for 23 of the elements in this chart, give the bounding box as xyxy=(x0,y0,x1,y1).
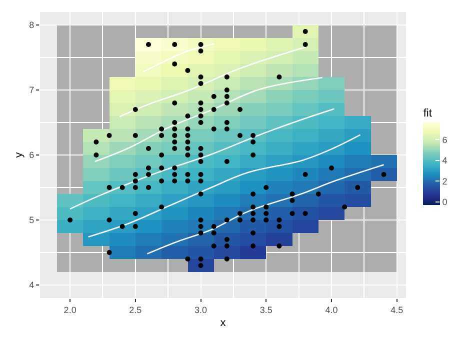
x-tick-label: 4.0 xyxy=(325,304,338,315)
line-series xyxy=(69,108,335,210)
line-series xyxy=(146,164,384,254)
color-bar-label: 2 xyxy=(442,176,448,186)
color-bar-label: 0 xyxy=(442,197,448,208)
y-tick-label: 7 xyxy=(29,85,34,96)
x-tick-label: 3.0 xyxy=(194,304,208,315)
x-tick-label: 4.5 xyxy=(390,304,404,315)
color-bar-title: fit xyxy=(423,107,432,120)
color-bar-label: 6 xyxy=(442,134,448,145)
line-series xyxy=(88,134,361,238)
y-axis-title: y xyxy=(12,152,25,158)
x-tick-label: 2.5 xyxy=(129,304,142,315)
line-series xyxy=(142,43,214,72)
x-tick-label: 3.5 xyxy=(260,304,272,315)
y-tick-label: 6 xyxy=(29,150,34,160)
y-tick-label: 8 xyxy=(29,20,34,30)
y-tick-label: 5 xyxy=(29,215,34,226)
line-series xyxy=(94,77,323,162)
x-axis-title: x xyxy=(220,317,226,329)
x-tick-label: 2.0 xyxy=(64,304,76,315)
y-tick-label: 4 xyxy=(29,280,34,290)
color-bar-label: 4 xyxy=(442,156,448,166)
